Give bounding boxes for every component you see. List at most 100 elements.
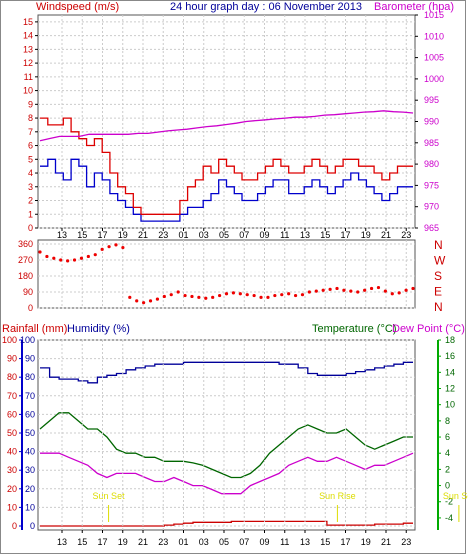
x-tick-label: 17 xyxy=(97,230,107,240)
x-tick-label: 13 xyxy=(57,537,67,547)
chart-title: 24 hour graph day : 06 November 2013 xyxy=(170,1,362,13)
direction-point xyxy=(390,292,394,296)
x-tick-label: 23 xyxy=(401,230,411,240)
baro-right-tick-label: 985 xyxy=(424,138,439,148)
direction-point xyxy=(293,293,298,298)
x-tick-label: 09 xyxy=(259,230,269,240)
baro-right-tick-label: 1005 xyxy=(424,53,444,63)
direction-point xyxy=(280,293,284,297)
temperature-panel: Rainfall (mm) Humidity (%) Temperature (… xyxy=(2,323,468,547)
sun-marker-label: Sun Set xyxy=(443,491,468,501)
compass-label: S xyxy=(434,269,442,283)
humidity-tick-label: 40 xyxy=(25,447,35,457)
x-tick-label: 13 xyxy=(300,537,310,547)
baro-right-tick-label: 975 xyxy=(424,180,439,190)
temp-tick-label: 10 xyxy=(445,400,455,410)
direction-point xyxy=(314,289,318,293)
wind-left-tick-label: 7 xyxy=(28,127,33,137)
direction-point xyxy=(273,293,277,298)
direction-point xyxy=(321,288,325,292)
rain-tick-label: 50 xyxy=(7,428,17,438)
compass-label: N xyxy=(434,238,443,252)
x-tick-label: 01 xyxy=(178,230,188,240)
temp-tick-label: 8 xyxy=(445,416,450,426)
temp-tick-label: -4 xyxy=(445,513,453,523)
humidity-tick-label: 20 xyxy=(25,484,35,494)
direction-point xyxy=(238,292,242,296)
direction-point xyxy=(204,296,208,300)
wind-left-axis-label: Windspeed (m/s) xyxy=(36,1,119,13)
direction-point xyxy=(59,258,63,262)
x-tick-label: 23 xyxy=(158,230,168,240)
wind-left-tick-label: 0 xyxy=(28,223,33,233)
compass-label: N xyxy=(434,300,443,314)
wind-left-tick-label: 10 xyxy=(23,86,33,96)
x-tick-label: 15 xyxy=(320,230,330,240)
rain-tick-label: 70 xyxy=(7,391,17,401)
direction-point xyxy=(107,245,111,249)
x-tick-label: 19 xyxy=(118,537,128,547)
direction-point xyxy=(404,288,408,292)
wind-left-tick-label: 3 xyxy=(28,182,33,192)
direction-point xyxy=(356,290,360,294)
direction-point xyxy=(183,293,187,298)
humidity-axis-label: Humidity (%) xyxy=(67,323,130,335)
temp-tick-label: 0 xyxy=(445,481,450,491)
x-tick-label: 23 xyxy=(401,537,411,547)
x-tick-label: 07 xyxy=(239,230,249,240)
direction-point xyxy=(369,286,374,291)
x-tick-label: 17 xyxy=(340,230,350,240)
direction-tick-label: 90 xyxy=(23,287,33,297)
dewpoint-axis-label: Dew Point (°C) xyxy=(392,323,465,335)
humidity-tick-label: 10 xyxy=(25,502,35,512)
rain-tick-label: 0 xyxy=(12,521,17,531)
x-tick-label: 03 xyxy=(199,230,209,240)
direction-point xyxy=(335,286,339,291)
wind-left-tick-label: 14 xyxy=(23,31,33,41)
direction-point xyxy=(148,299,153,303)
wind-left-tick-label: 8 xyxy=(28,113,33,123)
direction-point xyxy=(217,293,222,298)
direction-point xyxy=(231,291,236,295)
direction-point xyxy=(307,290,311,294)
direction-point xyxy=(224,292,229,296)
x-tick-label: 19 xyxy=(361,230,371,240)
direction-point xyxy=(155,297,160,301)
humidity-tick-label: 70 xyxy=(25,391,35,401)
humidity-tick-label: 0 xyxy=(30,521,35,531)
temp-tick-label: 14 xyxy=(445,367,455,377)
x-tick-label: 19 xyxy=(361,537,371,547)
direction-point xyxy=(114,243,118,247)
temp-tick-label: 4 xyxy=(445,448,450,458)
baro-right-tick-label: 1010 xyxy=(424,31,444,41)
direction-point xyxy=(259,295,263,299)
direction-point xyxy=(252,293,256,298)
humidity-tick-label: 80 xyxy=(25,372,35,382)
humidity-tick-label: 100 xyxy=(20,335,35,345)
sun-marker-label: Sun Set xyxy=(93,491,126,501)
direction-plot-area xyxy=(37,239,416,309)
wind-left-tick-label: 1 xyxy=(28,209,33,219)
temp-tick-label: 6 xyxy=(445,432,450,442)
x-tick-label: 13 xyxy=(300,230,310,240)
humidity-tick-label: 30 xyxy=(25,465,35,475)
direction-point xyxy=(411,286,415,291)
direction-point xyxy=(169,293,173,297)
series-line-dew-point-c- xyxy=(40,452,414,495)
direction-point xyxy=(45,254,49,259)
baro-right-tick-label: 1000 xyxy=(424,74,444,84)
rain-tick-label: 60 xyxy=(7,409,17,419)
x-tick-label: 17 xyxy=(340,537,350,547)
x-tick-label: 15 xyxy=(77,230,87,240)
wind-plot-area xyxy=(37,14,416,229)
wind-left-tick-label: 2 xyxy=(28,196,33,206)
compass-label: W xyxy=(434,254,446,268)
x-tick-label: 17 xyxy=(97,537,107,547)
direction-point xyxy=(342,288,346,292)
wind-left-tick-label: 13 xyxy=(23,44,33,54)
temperature-axis-label: Temperature (°C) xyxy=(312,323,396,335)
direction-point xyxy=(135,299,139,303)
x-tick-label: 03 xyxy=(199,537,209,547)
